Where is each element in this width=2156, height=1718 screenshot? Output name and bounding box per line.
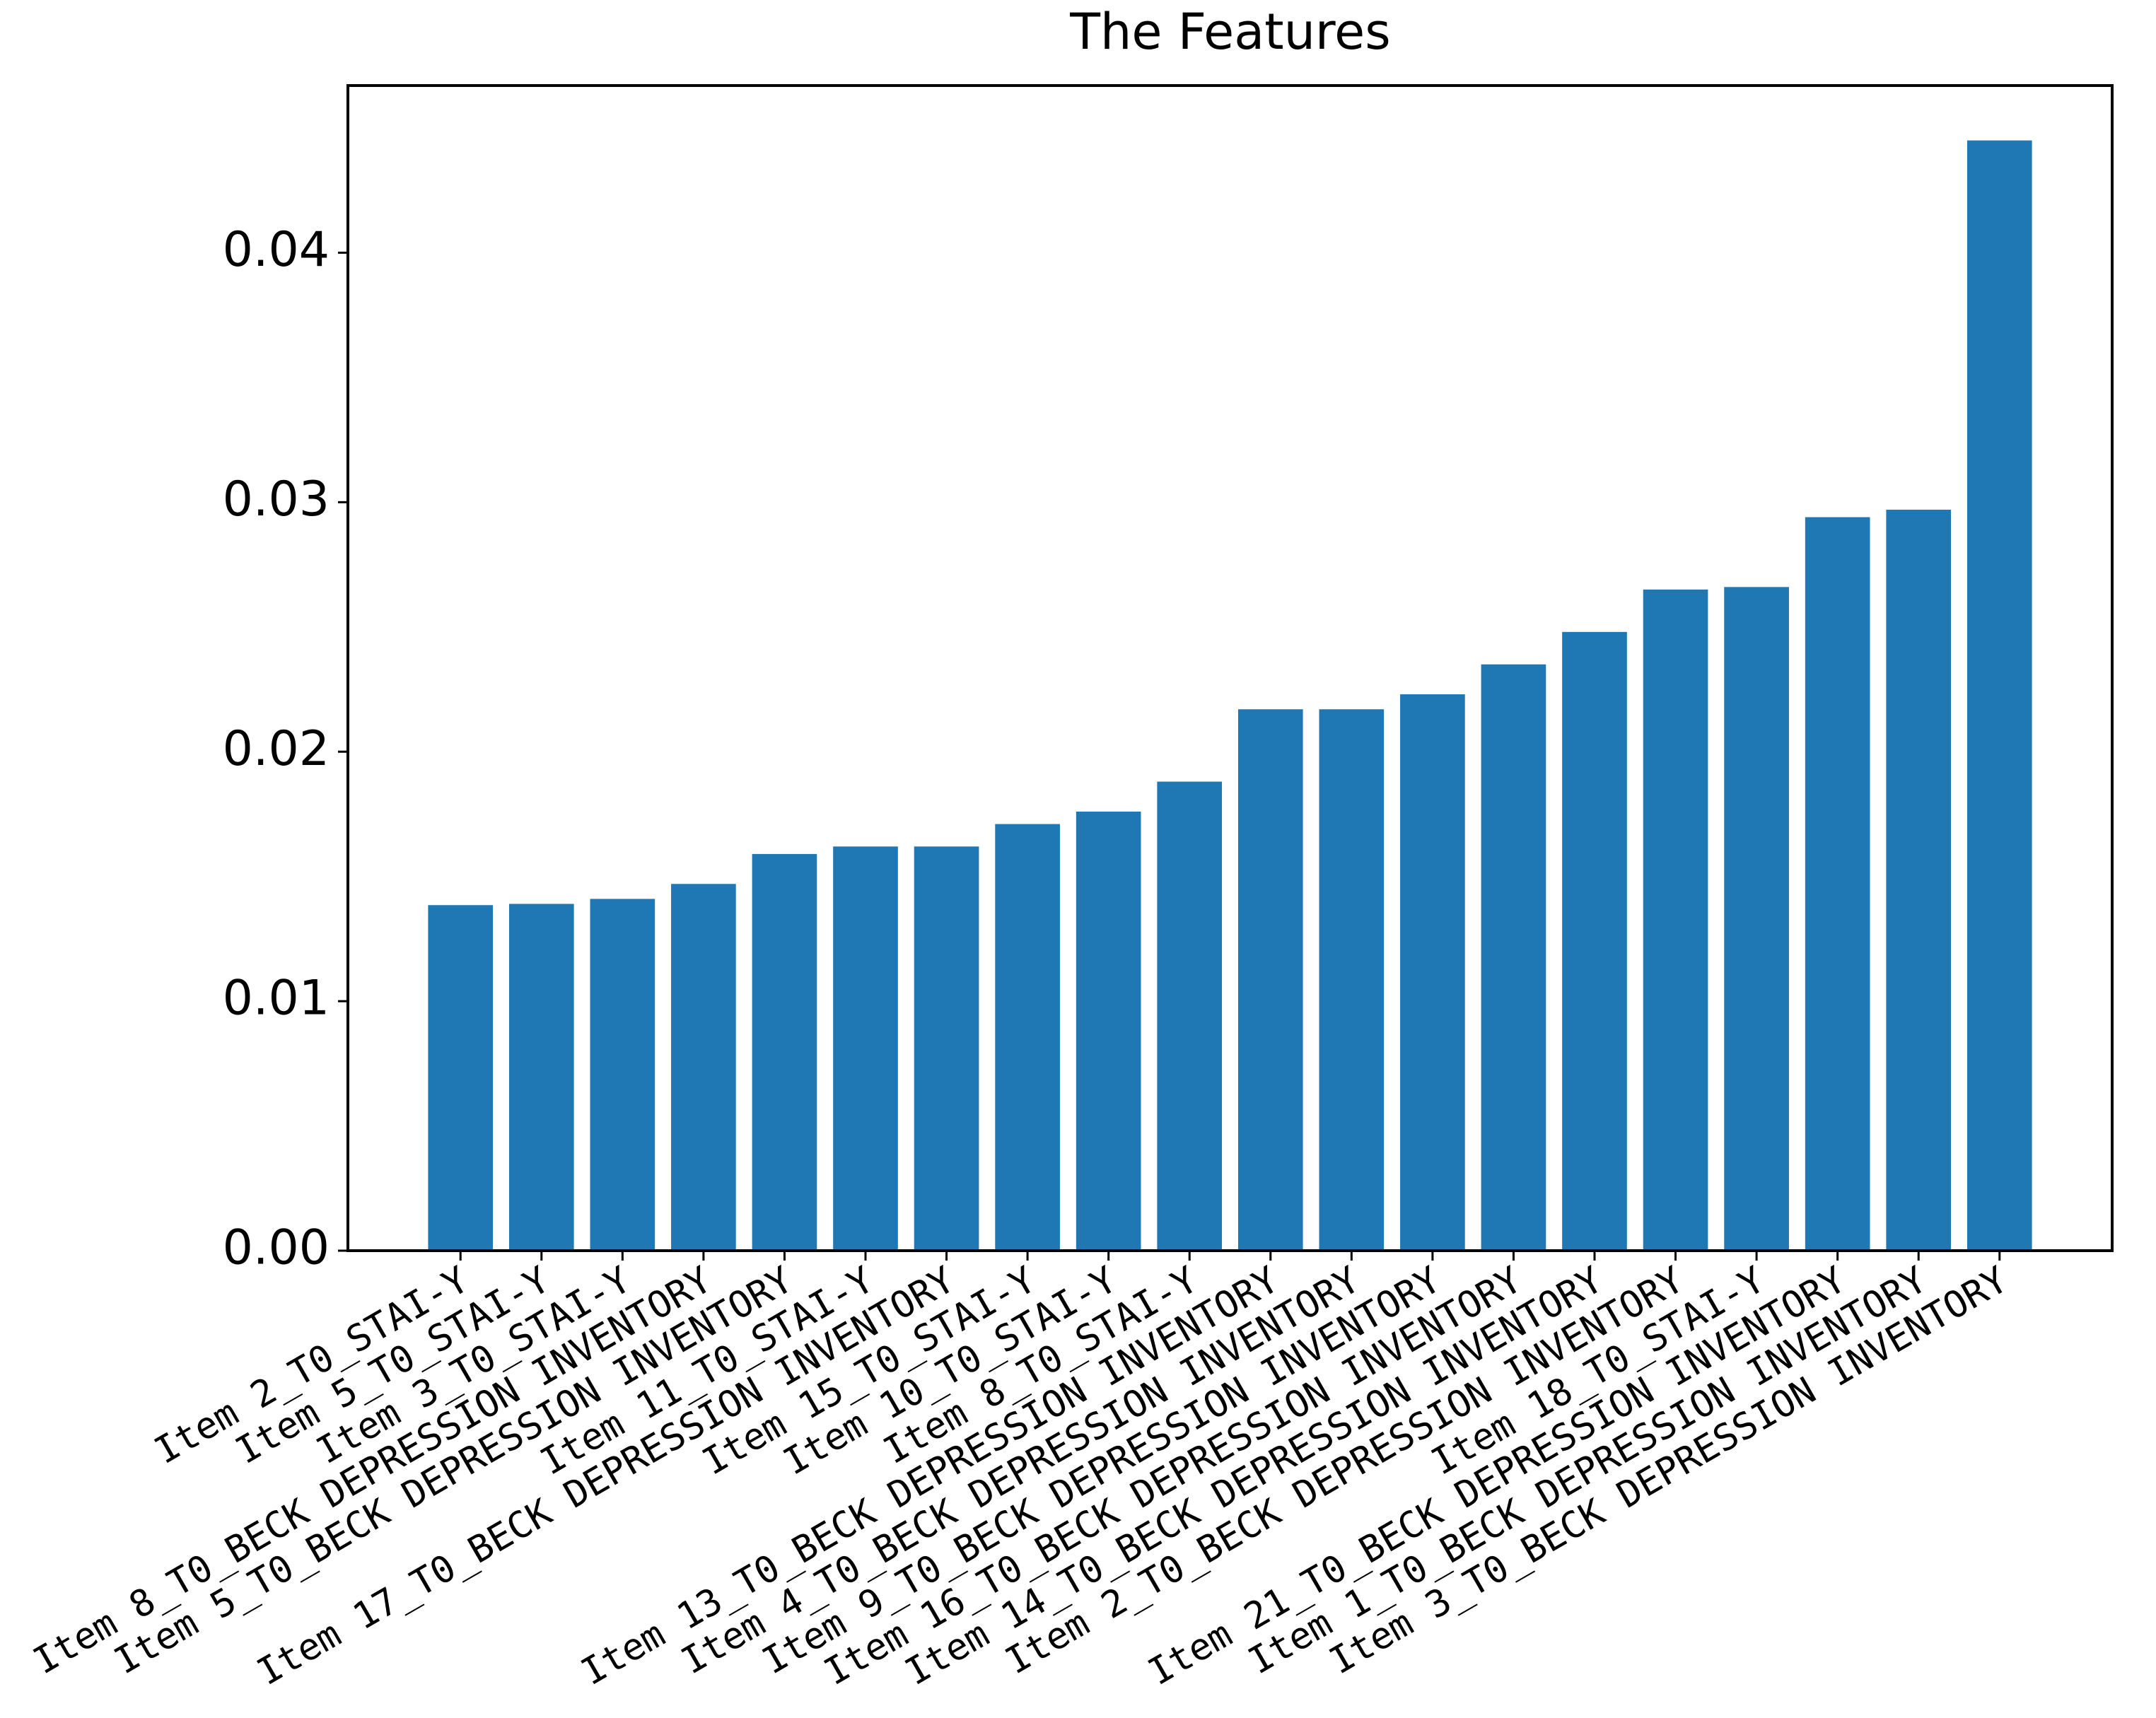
- bar: [1966, 140, 2032, 1251]
- bar: [1400, 694, 1465, 1251]
- bar: [1237, 709, 1303, 1251]
- y-tick-label: 0.02: [223, 721, 330, 777]
- bar: [1157, 781, 1223, 1251]
- bar: [1076, 811, 1141, 1251]
- bar: [1319, 709, 1385, 1251]
- chart-title: The Features: [1069, 3, 1390, 61]
- bar: [1481, 664, 1546, 1251]
- bar: [428, 905, 494, 1251]
- y-tick-label: 0.01: [223, 971, 330, 1027]
- bar: [995, 824, 1060, 1251]
- bar: [1562, 631, 1627, 1251]
- bar: [1805, 517, 1870, 1251]
- bar: [914, 846, 979, 1251]
- bar: [1886, 509, 1952, 1251]
- bar: [1643, 589, 1708, 1251]
- bar: [752, 853, 817, 1251]
- plot-frame: [346, 84, 2114, 1252]
- y-tick-label: 0.03: [223, 472, 330, 527]
- y-tick-label: 0.04: [223, 222, 330, 278]
- y-tick-label: 0.00: [223, 1220, 330, 1276]
- bar: [1724, 587, 1789, 1251]
- bar: [590, 899, 655, 1251]
- bar: [508, 904, 574, 1251]
- bar: [833, 846, 898, 1251]
- bar: [671, 884, 736, 1251]
